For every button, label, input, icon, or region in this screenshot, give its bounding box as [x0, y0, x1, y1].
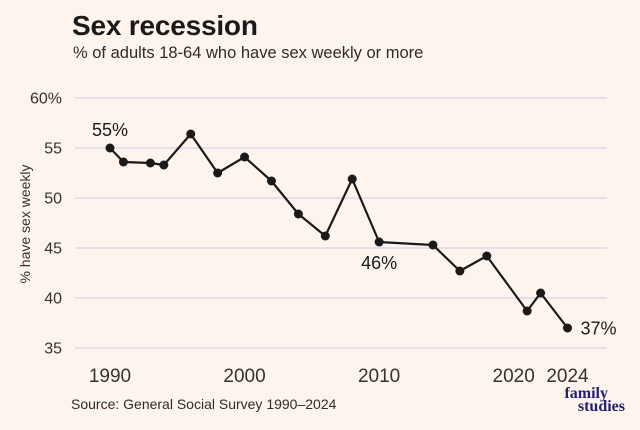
data-point: [455, 266, 465, 276]
y-tick-label: 50: [44, 191, 62, 208]
ifs-logo: family studies: [564, 385, 625, 415]
y-tick-label: 45: [44, 241, 62, 258]
x-tick-label: 1990: [89, 366, 131, 387]
data-point: [145, 158, 155, 168]
data-point: [186, 129, 196, 139]
data-point: [266, 176, 276, 186]
data-point: [118, 157, 128, 167]
data-point: [105, 143, 115, 153]
x-tick-label: 2000: [223, 366, 265, 387]
data-point: [522, 306, 532, 316]
data-point: [159, 160, 169, 170]
annotation-label: 55%: [92, 120, 128, 140]
x-tick-label: 2024: [546, 366, 589, 387]
data-point: [347, 174, 357, 184]
data-point: [374, 237, 384, 247]
x-tick-label: 2010: [358, 366, 400, 387]
logo-line-1: family: [564, 385, 608, 402]
y-tick-label: 55: [44, 141, 62, 158]
data-point: [536, 288, 546, 298]
source-note: Source: General Social Survey 1990–2024: [71, 396, 337, 412]
data-point: [240, 152, 250, 162]
y-tick-label: 60%: [30, 91, 62, 108]
data-point: [213, 168, 223, 178]
data-point: [320, 231, 330, 241]
chart-subtitle: % of adults 18-64 who have sex weekly or…: [73, 44, 424, 62]
logo-line-2: studies: [577, 397, 625, 415]
y-tick-label: 40: [44, 291, 62, 308]
annotation-label: 46%: [361, 253, 397, 273]
y-tick-label: 35: [44, 341, 62, 358]
y-axis-title: % have sex weekly: [17, 164, 33, 283]
data-point: [482, 251, 492, 261]
chart-title: Sex recession: [72, 10, 258, 41]
annotation-label: 37%: [581, 319, 617, 339]
data-point: [563, 323, 573, 333]
data-point: [293, 209, 303, 219]
x-tick-label: 2020: [493, 366, 535, 387]
data-point: [428, 240, 438, 250]
